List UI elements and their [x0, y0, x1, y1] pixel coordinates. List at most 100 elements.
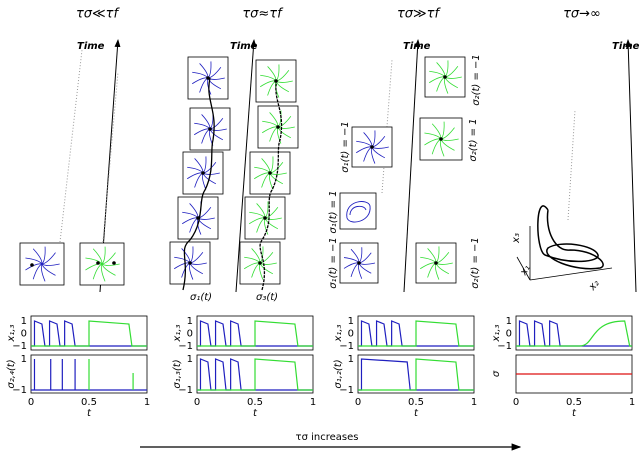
x-tick-label: 1 — [144, 397, 150, 408]
x-tick-label: 1 — [471, 397, 477, 408]
y-axis-label: x₁,₃ — [491, 324, 502, 342]
x-tick-label: 0 — [513, 397, 519, 408]
plot-frame — [196, 315, 314, 351]
state-label: σ₁(t) = −1 — [328, 237, 339, 289]
column-title: τσ→∞ — [563, 7, 601, 22]
fixed-point — [188, 261, 192, 265]
x-axis-label: t — [253, 408, 258, 419]
flow-line — [92, 248, 103, 265]
fixed-point — [112, 261, 116, 265]
guide-line — [567, 109, 576, 221]
y-axis-label: σ₁,₃(t) — [172, 359, 183, 388]
y-tick-label: −1 — [178, 385, 193, 396]
y-tick-label: 1 — [348, 354, 354, 365]
y-tick-label: 0 — [21, 329, 27, 340]
column-title: τσ≪τf — [76, 7, 121, 22]
flow-line — [101, 263, 116, 276]
trajectory-3d — [537, 205, 604, 270]
trajectory-label: σ₁(t) — [190, 292, 212, 303]
y-tick-label: 1 — [187, 354, 193, 365]
trajectory — [182, 77, 215, 291]
time-label: Time — [230, 41, 258, 52]
waveform — [516, 320, 632, 347]
fixed-point — [201, 171, 205, 175]
time-label: Time — [77, 41, 105, 52]
flow-line — [41, 263, 56, 276]
time-arrow — [625, 39, 637, 293]
y-tick-label: 0 — [348, 329, 354, 340]
plot-frame — [515, 315, 633, 351]
y-tick-label: 1 — [506, 316, 512, 327]
y-tick-label: −1 — [12, 385, 27, 396]
fixed-point — [258, 261, 262, 265]
time-label: Time — [403, 41, 431, 52]
trajectory — [259, 79, 283, 291]
plot-frame — [357, 354, 475, 394]
phase-box — [339, 192, 377, 230]
x-tick-label: 0 — [194, 397, 200, 408]
state-label: σ₂(t) = 1 — [468, 118, 479, 161]
flow-line — [41, 252, 56, 265]
axis-3d-label: x₂ — [586, 278, 601, 293]
fixed-point — [434, 261, 438, 265]
time-arrow — [403, 39, 421, 293]
flow-line — [101, 252, 116, 265]
state-label: σ₂(t) = −1 — [471, 54, 482, 106]
trajectory-label: σ₃(t) — [256, 292, 278, 303]
fixed-point — [276, 125, 280, 129]
fixed-point — [357, 261, 361, 265]
y-tick-label: −1 — [12, 341, 27, 352]
fixed-point — [439, 137, 443, 141]
flow-line — [101, 263, 120, 266]
fixed-point — [268, 171, 272, 175]
y-axis-label: x₁,₃ — [172, 324, 183, 342]
phase-box — [244, 196, 286, 240]
flow-line — [25, 257, 43, 265]
plot-frame — [357, 315, 475, 351]
axis-3d — [516, 256, 531, 281]
flow-line — [41, 246, 46, 265]
y-tick-label: 1 — [21, 316, 27, 327]
y-axis-label: x₁,₃ — [6, 324, 17, 342]
x-axis-label: t — [87, 408, 92, 419]
axis-3d-label: x₁ — [518, 263, 533, 278]
waveform — [197, 358, 313, 391]
state-label: σ₁(t) = 1 — [328, 190, 339, 233]
y-tick-label: 0 — [187, 329, 193, 340]
y-axis-label: σ — [491, 370, 502, 377]
fixed-point — [208, 127, 212, 131]
flow-line — [32, 248, 43, 265]
flow-line — [85, 257, 103, 265]
y-tick-label: 0 — [506, 329, 512, 340]
state-label: σ₂(t) = −1 — [470, 237, 481, 289]
waveform — [197, 358, 313, 391]
x-tick-label: 1 — [310, 397, 316, 408]
fixed-point — [263, 216, 267, 220]
column-title: τσ≈τf — [242, 7, 284, 22]
flow-line — [100, 263, 106, 282]
guide-line — [381, 59, 393, 194]
limit-cycle — [346, 201, 371, 223]
y-tick-label: 1 — [187, 316, 193, 327]
flow-line — [41, 263, 60, 266]
x-tick-label: 0 — [28, 397, 34, 408]
y-tick-label: −1 — [339, 385, 354, 396]
fixed-point — [30, 263, 34, 267]
x-tick-label: 0 — [355, 397, 361, 408]
x-tick-label: 0.5 — [247, 397, 263, 408]
waveform — [31, 320, 147, 347]
waveform — [358, 320, 474, 347]
y-tick-label: −1 — [178, 341, 193, 352]
waveform — [516, 320, 632, 347]
flow-line — [40, 263, 46, 282]
fixed-point — [443, 75, 447, 79]
flow-line — [32, 263, 43, 280]
waveform — [197, 320, 313, 347]
plot-frame — [196, 354, 314, 394]
flow-line — [85, 263, 103, 271]
y-tick-label: −1 — [497, 341, 512, 352]
x-tick-label: 0.5 — [81, 397, 97, 408]
plot-frame — [30, 315, 148, 351]
flow-line — [25, 263, 43, 271]
